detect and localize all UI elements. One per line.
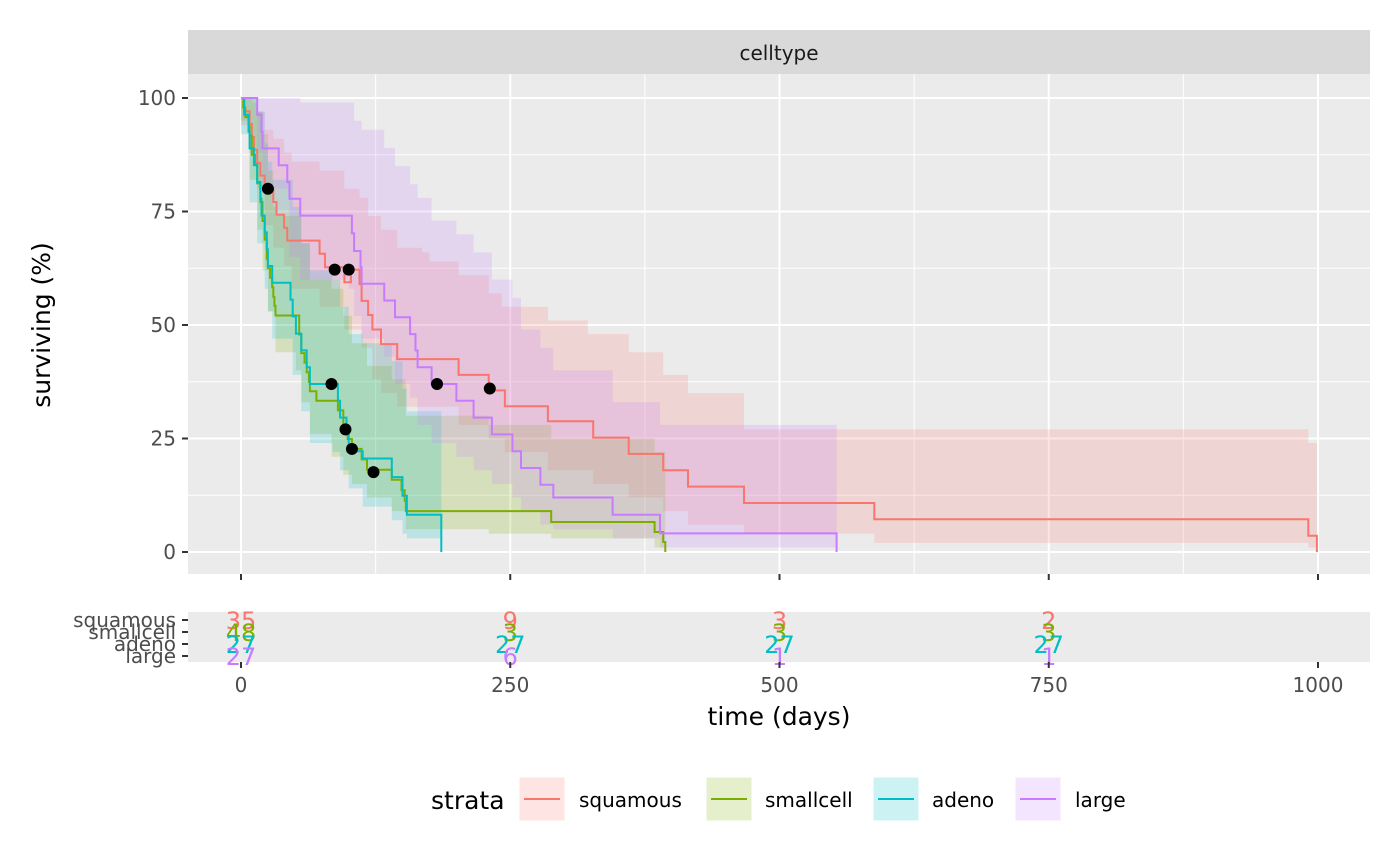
y-tick-label: 0 — [163, 540, 176, 564]
facet-strip — [188, 30, 1370, 74]
y-tick-label: 75 — [151, 200, 176, 224]
median-point — [325, 378, 338, 391]
risk-count-squamous: 3 — [772, 607, 787, 635]
risk-count-squamous: 2 — [1041, 607, 1056, 635]
x-tick-label: 750 — [1030, 673, 1068, 697]
x-tick-label: 250 — [491, 673, 529, 697]
median-point — [431, 378, 444, 391]
survival-curve-adeno — [241, 97, 443, 552]
risk-count-adeno: 27 — [226, 631, 257, 659]
risk-row-label-adeno: adeno — [114, 632, 176, 656]
y-axis-title: surviving (%) — [27, 242, 56, 408]
confidence-band-large — [241, 98, 837, 552]
risk-count-squamous: 35 — [226, 607, 257, 635]
y-tick-label: 100 — [138, 86, 176, 110]
risk-row-label-squamous: squamous — [73, 608, 176, 632]
x-tick-label: 0 — [235, 673, 248, 697]
survival-curves — [241, 97, 1318, 552]
legend-title: strata — [431, 786, 505, 815]
median-point — [261, 182, 274, 195]
risk-count-smallcell: 3 — [1041, 619, 1056, 647]
legend-label-squamous: squamous — [579, 788, 682, 812]
risk-count-adeno: 27 — [764, 631, 795, 659]
median-point — [483, 382, 496, 395]
risk-row-label-large: large — [125, 644, 176, 668]
median-point — [367, 466, 380, 479]
confidence-band-adeno — [241, 98, 442, 543]
x-axis-title: time (days) — [708, 702, 851, 731]
risk-count-smallcell: 48 — [226, 619, 257, 647]
risk-count-smallcell: 3 — [503, 619, 518, 647]
risk-count-large: 1 — [1041, 643, 1056, 671]
survival-curve-large — [241, 97, 838, 552]
y-tick-label: 50 — [151, 313, 176, 337]
risk-table-panel — [188, 612, 1370, 662]
risk-count-large: 1 — [772, 643, 787, 671]
risk-count-adeno: 27 — [1033, 631, 1064, 659]
median-point — [345, 442, 358, 455]
median-point — [328, 263, 341, 276]
legend: squamous smallcell adeno large — [518, 776, 1126, 822]
legend-label-smallcell: smallcell — [765, 788, 853, 812]
y-tick-label: 25 — [151, 427, 176, 451]
risk-row-label-smallcell: smallcell — [88, 620, 176, 644]
median-points — [261, 182, 496, 479]
legend-label-large: large — [1075, 788, 1126, 812]
x-tick-label: 1000 — [1293, 673, 1344, 697]
risk-count-adeno: 27 — [495, 631, 526, 659]
main-axes: 0 25 50 75 100 — [138, 86, 1319, 580]
facet-label: celltype — [739, 41, 818, 65]
grid-lines — [188, 74, 1370, 574]
median-point — [342, 263, 355, 276]
survival-curve-squamous — [241, 97, 1318, 552]
legend-label-adeno: adeno — [932, 788, 994, 812]
x-tick-label: 500 — [760, 673, 798, 697]
median-point — [339, 423, 352, 436]
risk-count-smallcell: 3 — [772, 619, 787, 647]
risk-count-squamous: 9 — [503, 607, 518, 635]
risk-count-large: 6 — [503, 643, 518, 671]
